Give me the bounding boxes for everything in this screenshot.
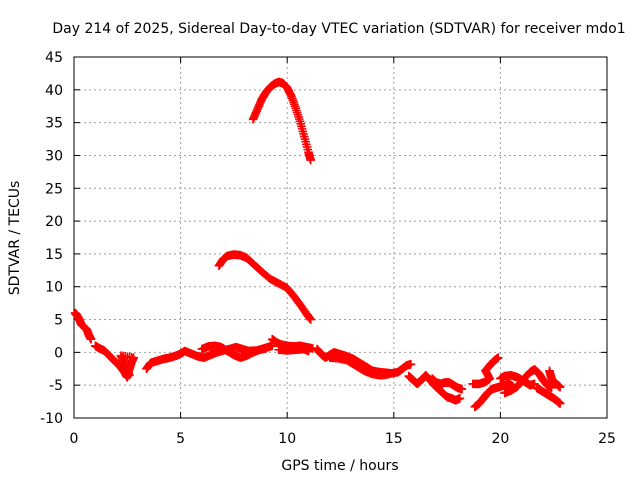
y-tick-label: 30 <box>45 148 63 164</box>
data-point <box>555 382 565 392</box>
data-point <box>385 369 394 379</box>
y-tick-label: -10 <box>40 411 63 427</box>
series-arc-night <box>470 379 518 412</box>
series-arc-late <box>532 383 565 408</box>
chart-title: Day 214 of 2025, Sidereal Day-to-day VTE… <box>52 21 625 37</box>
series-arc-evening-2 <box>427 374 467 394</box>
data-point <box>304 346 313 356</box>
series-arc-mid <box>214 250 315 324</box>
x-tick-label: 20 <box>491 431 509 447</box>
x-tick-label: 25 <box>598 431 616 447</box>
data-point <box>555 399 565 408</box>
data-point <box>125 371 134 380</box>
y-tick-label: 0 <box>54 345 63 361</box>
series-arc-morning-2 <box>197 341 271 362</box>
y-tick-label: 15 <box>45 247 63 263</box>
data-point <box>86 334 96 344</box>
y-tick-label: 5 <box>54 313 63 329</box>
series-arc-night-3 <box>500 365 556 398</box>
series-arc-start <box>70 308 96 344</box>
data-point <box>547 383 556 393</box>
series-arc-evening-3 <box>468 353 503 389</box>
y-tick-label: 20 <box>45 214 63 230</box>
y-tick-label: 40 <box>45 83 63 99</box>
series-arc-high <box>248 77 315 165</box>
data-point <box>306 315 315 324</box>
data-point <box>455 394 465 403</box>
data-point <box>306 155 315 165</box>
data-point <box>457 384 467 394</box>
data-point <box>493 353 503 362</box>
x-tick-label: 5 <box>176 431 185 447</box>
y-tick-label: 45 <box>45 50 63 66</box>
x-tick-label: 0 <box>70 431 79 447</box>
series-arc-early <box>91 341 138 382</box>
y-tick-label: 25 <box>45 181 63 197</box>
x-tick-label: 10 <box>278 431 296 447</box>
x-tick-label: 15 <box>385 431 403 447</box>
series-arc-late-2 <box>545 366 565 392</box>
x-axis-label: GPS time / hours <box>281 458 398 474</box>
tick-layer: 0 5 10 15 20 25 -10 -5 0 5 10 15 20 25 30 35 40 45 <box>40 50 616 447</box>
series-arc-noon <box>267 334 318 356</box>
plot-border <box>73 56 608 419</box>
data-points-layer <box>70 77 565 412</box>
y-tick-label: -5 <box>49 378 63 394</box>
data-point <box>406 359 416 369</box>
data-point <box>261 344 271 353</box>
series-arc-afternoon-2 <box>325 353 394 380</box>
y-axis-label: SDTVAR / TECUs <box>7 181 23 296</box>
y-tick-label: 35 <box>45 116 63 132</box>
y-tick-label: 10 <box>45 280 63 296</box>
